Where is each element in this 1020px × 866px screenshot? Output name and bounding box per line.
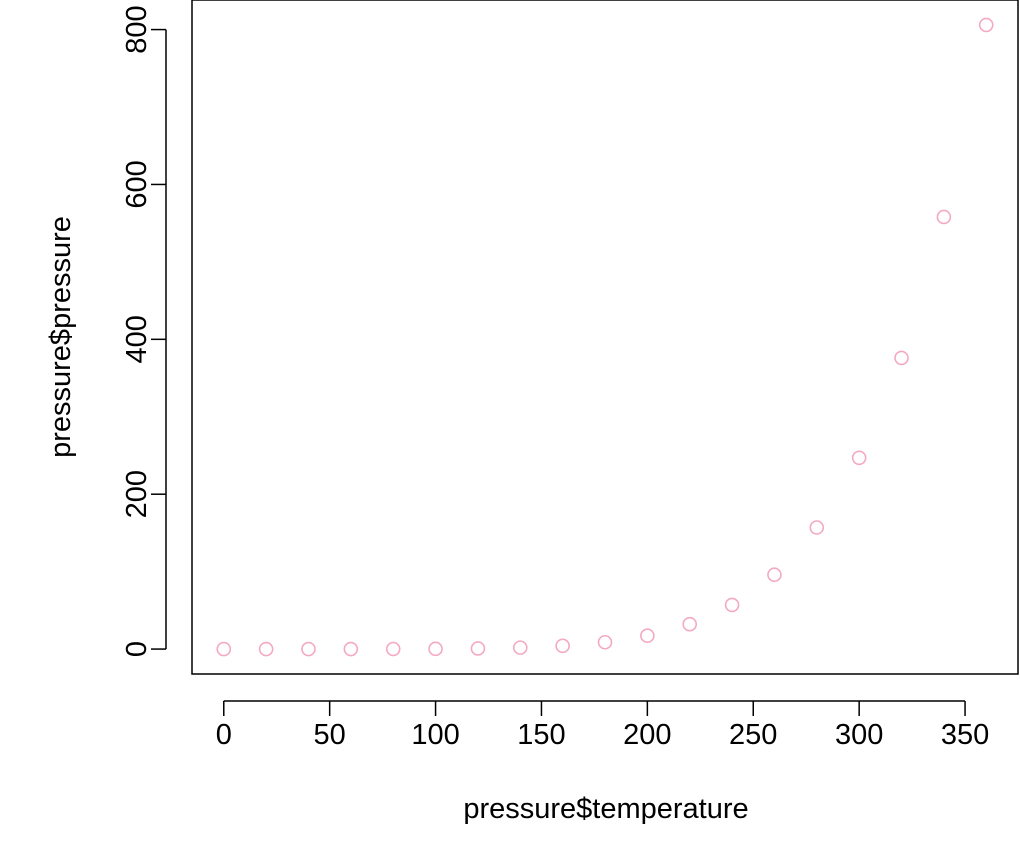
y-tick-label: 600 [121,160,153,208]
data-point [640,628,655,643]
x-tick-label: 50 [314,719,346,751]
x-tick-label: 200 [623,719,671,751]
y-tick-label: 400 [121,315,153,363]
plot-frame [191,0,1019,675]
y-axis-title: pressure$pressure [45,216,77,458]
data-point [597,634,613,650]
x-tick-label: 150 [517,719,565,751]
data-point [724,597,740,613]
data-point [555,638,570,654]
data-point [682,616,698,632]
data-point [512,640,528,655]
data-point [385,641,401,657]
x-tick-label: 350 [941,719,989,751]
y-axis: 0 200 400 600 800 [121,5,167,657]
data-point [894,350,909,366]
data-point [216,641,232,657]
data-point [470,641,486,656]
x-axis-title: pressure$temperature [463,793,748,825]
data-point [978,17,994,33]
y-tick-label: 200 [121,470,153,518]
x-tick-label: 0 [216,719,232,751]
x-tick-label: 250 [729,719,777,751]
data-point [767,567,782,583]
x-tick-label: 100 [411,719,459,751]
data-point [851,450,867,466]
data-point [936,209,952,225]
x-axis: 0 50 100 150 200 250 300 350 [216,700,989,751]
x-tick-label: 300 [835,719,883,751]
y-tick-label: 800 [121,5,153,53]
data-point [428,641,443,657]
data-point [343,641,359,657]
data-point [258,641,274,657]
data-point [809,520,825,535]
data-points [216,17,994,657]
data-point [301,641,316,657]
y-tick-label: 0 [121,641,153,657]
